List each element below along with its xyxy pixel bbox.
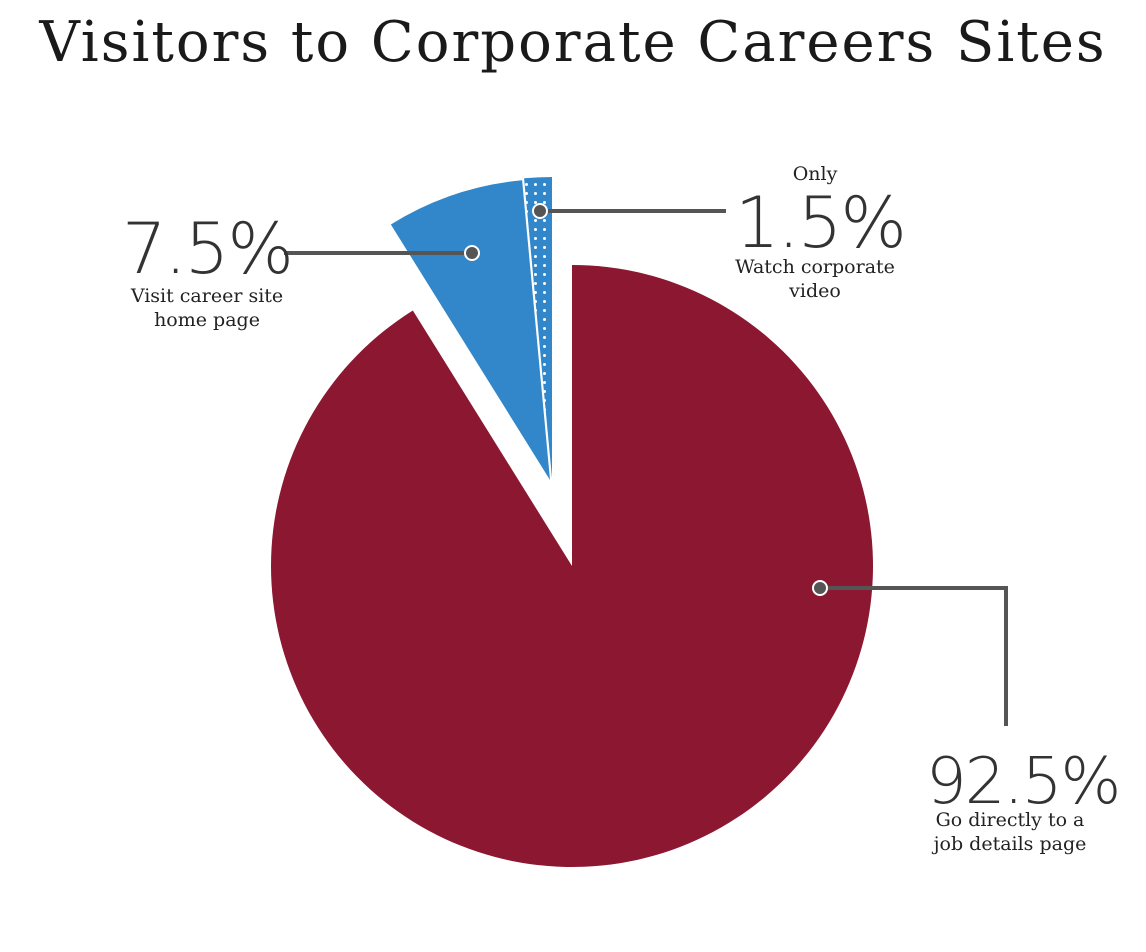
slice-label-dots-value: 1.5% <box>735 182 907 264</box>
slice-label-blue-text: Visit career site home page <box>118 284 296 332</box>
slice-label-dots-line2: video <box>789 280 841 302</box>
slice-label-blue-value: 7.5% <box>122 208 294 290</box>
slice-label-red-text: Go directly to a job details page <box>910 808 1110 856</box>
slice-label-blue-line1: Visit career site <box>130 285 284 307</box>
pie-slice-home-page <box>390 180 550 480</box>
slice-label-dots-line1: Watch corporate <box>735 256 895 278</box>
leader-dot <box>532 203 548 219</box>
slice-label-dots-prefix: Only <box>792 163 838 185</box>
leader-line <box>820 586 1008 726</box>
pie-slice-corporate-video <box>524 177 552 478</box>
slice-label-dots-text: Watch corporate video <box>710 255 920 303</box>
slice-label-red-value: 92.5% <box>926 745 1121 819</box>
slice-label-red-line2: job details page <box>933 833 1087 855</box>
chart-title: Visitors to Corporate Careers Sites <box>39 10 1107 75</box>
slice-label-red-line1: Go directly to a <box>935 809 1085 831</box>
leader-dot <box>464 245 480 261</box>
leader-dot <box>812 580 828 596</box>
slice-label-blue-line2: home page <box>154 309 260 331</box>
pie-slice-job-details <box>271 265 874 868</box>
